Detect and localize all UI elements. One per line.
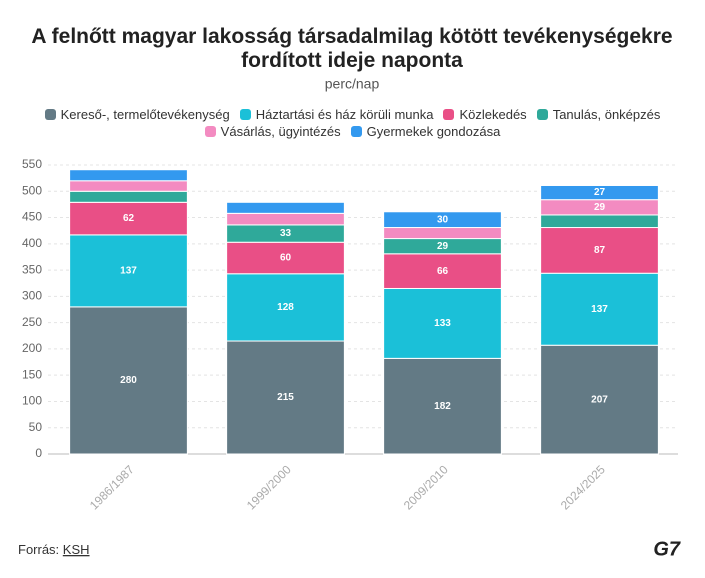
logo: G7 bbox=[653, 538, 681, 560]
legend-item: Háztartási és ház körüli munka bbox=[239, 107, 434, 122]
legend-label: Háztartási és ház körüli munka bbox=[255, 107, 434, 122]
legend-item: Vásárlás, ügyintézés bbox=[204, 124, 341, 139]
y-tick-label: 0 bbox=[35, 446, 42, 460]
legend-item: Gyermekek gondozása bbox=[350, 124, 501, 139]
y-tick-label: 550 bbox=[22, 157, 42, 171]
y-tick-label: 150 bbox=[22, 367, 42, 381]
data-label: 30 bbox=[437, 214, 449, 225]
data-label: 27 bbox=[594, 187, 606, 198]
legend: Kereső-, termelőtevékenység Háztartási és… bbox=[40, 107, 665, 139]
y-tick-label: 200 bbox=[22, 341, 42, 355]
bar-segment bbox=[383, 287, 502, 359]
chart-title: A felnőtt magyar lakosság társadalmilag … bbox=[31, 25, 672, 72]
legend-item: Tanulás, önképzés bbox=[536, 107, 661, 122]
bar-segment bbox=[226, 201, 345, 214]
data-label: 87 bbox=[594, 245, 606, 256]
source: Forrás: KSH bbox=[18, 542, 90, 557]
data-label: 29 bbox=[594, 202, 606, 213]
data-label: 60 bbox=[280, 253, 292, 264]
y-tick-label: 100 bbox=[22, 394, 42, 408]
y-tick-label: 450 bbox=[22, 210, 42, 224]
legend-label: Gyermekek gondozása bbox=[366, 124, 501, 139]
y-tick-label: 50 bbox=[29, 420, 43, 434]
legend-swatch bbox=[239, 109, 251, 120]
legend-label: Közlekedés bbox=[459, 107, 527, 122]
y-tick-label: 500 bbox=[22, 183, 42, 197]
bar-segment bbox=[540, 184, 659, 201]
source-link[interactable]: KSH bbox=[63, 542, 90, 557]
x-tick-label: 2009/2010 bbox=[401, 462, 451, 512]
bar-segment bbox=[383, 227, 502, 240]
bar-segment bbox=[69, 234, 188, 308]
data-label: 137 bbox=[120, 266, 137, 277]
data-label: 182 bbox=[434, 401, 451, 412]
y-tick-label: 250 bbox=[22, 315, 42, 329]
data-label: 137 bbox=[591, 304, 608, 315]
data-label: 66 bbox=[437, 266, 449, 277]
legend-item: Közlekedés bbox=[443, 107, 527, 122]
data-label: 33 bbox=[280, 228, 292, 239]
chart-subtitle: perc/nap bbox=[325, 76, 380, 92]
bar-segment bbox=[69, 169, 188, 182]
legend-swatch bbox=[44, 109, 56, 120]
x-tick-label: 1999/2000 bbox=[244, 462, 294, 512]
bar-segment bbox=[226, 273, 345, 342]
legend-label: Tanulás, önképzés bbox=[552, 107, 661, 122]
y-tick-label: 350 bbox=[22, 262, 42, 276]
legend-swatch bbox=[204, 126, 216, 137]
y-tick-label: 300 bbox=[22, 289, 42, 303]
data-label: 128 bbox=[277, 302, 294, 313]
x-tick-label: 1986/1987 bbox=[87, 462, 137, 512]
bar-segment bbox=[540, 214, 659, 229]
data-label: 280 bbox=[120, 375, 137, 386]
source-label: Forrás: bbox=[18, 542, 59, 557]
data-label: 133 bbox=[434, 318, 451, 329]
bar-segment bbox=[383, 211, 502, 229]
bar-segment bbox=[69, 190, 188, 203]
data-label: 215 bbox=[277, 392, 294, 403]
y-tick-label: 400 bbox=[22, 236, 42, 250]
data-label: 62 bbox=[123, 213, 135, 224]
bar-segment bbox=[383, 253, 502, 289]
data-label: 29 bbox=[437, 241, 449, 252]
bar-segment bbox=[69, 306, 188, 455]
legend-item: Kereső-, termelőtevékenység bbox=[44, 107, 230, 122]
legend-label: Vásárlás, ügyintézés bbox=[220, 124, 341, 139]
data-label: 207 bbox=[591, 394, 608, 405]
bar-segment bbox=[540, 344, 659, 455]
legend-swatch bbox=[536, 109, 548, 120]
bar-segment bbox=[226, 212, 345, 226]
legend-swatch bbox=[350, 126, 362, 137]
legend-label: Kereső-, termelőtevékenység bbox=[60, 107, 230, 122]
x-tick-label: 2024/2025 bbox=[558, 462, 608, 512]
bar-segment bbox=[69, 180, 188, 192]
bar-segment bbox=[226, 241, 345, 275]
legend-swatch bbox=[443, 109, 455, 120]
